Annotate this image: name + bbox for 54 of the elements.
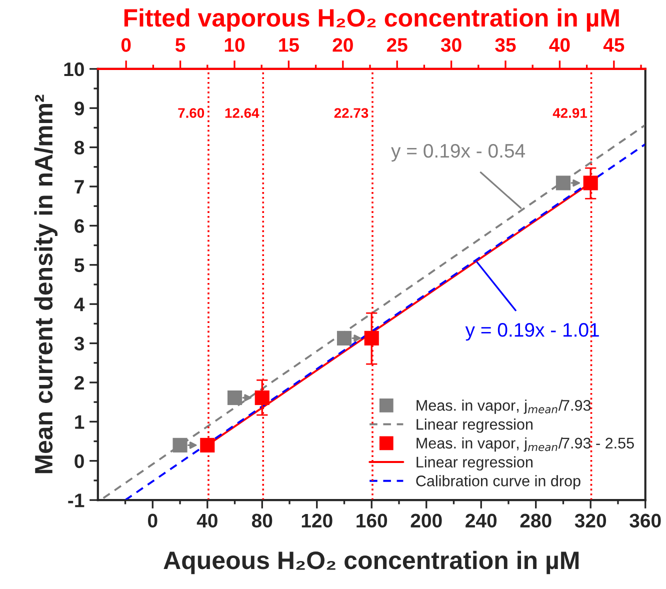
point [200, 438, 215, 452]
point [227, 390, 242, 406]
legend-label: Calibration curve in drop [416, 475, 580, 490]
ref-line-label: 12.64 [225, 108, 260, 118]
x2-tick-label: 0 [121, 38, 131, 52]
x-tick-label: 120 [302, 514, 332, 528]
ref-line-label: 7.60 [178, 108, 204, 118]
annotation: y = 0.19x - 0.54 [391, 144, 526, 162]
legend-label: Linear regression [416, 456, 532, 471]
y-tick-label: 0 [74, 454, 84, 468]
y-tick-label: 10 [64, 62, 84, 76]
y-tick-label: 6 [74, 219, 84, 233]
point [336, 330, 352, 346]
x-tick-label: 240 [466, 514, 497, 528]
point [364, 330, 379, 346]
x2-tick-label: 20 [332, 38, 353, 52]
point [556, 176, 571, 190]
x-tick-label: 280 [520, 514, 552, 528]
point [172, 438, 188, 452]
y-tick-label: 2 [74, 376, 84, 390]
x-tick-label: 160 [356, 514, 388, 528]
x-axis-title: Aqueous H₂O₂ concentration in µM [164, 550, 579, 574]
legend-label: Meas. in vapor, j$_{mean}$/7.93 [416, 400, 591, 414]
y-tick-label: 4 [74, 298, 85, 312]
x2-tick-label: 45 [603, 38, 624, 52]
x2-tick-label: 10 [224, 38, 245, 52]
point [583, 176, 598, 190]
x2-tick-label: 40 [549, 38, 570, 52]
x-tick-label: 320 [574, 514, 606, 528]
x-tick-label: 80 [252, 514, 272, 528]
y-tick-label: 8 [74, 140, 84, 155]
x-tick-label: 360 [630, 514, 661, 528]
point [254, 390, 270, 406]
y-tick-label: 7 [74, 180, 84, 194]
y-axis-title: Mean current density in nA/mm² [34, 94, 58, 474]
y-tick-label: -1 [68, 494, 84, 508]
x2-tick-label: 30 [440, 38, 462, 52]
y-tick-label: 3 [74, 336, 84, 351]
x2-tick-label: 35 [495, 38, 516, 52]
x2-tick-label: 5 [175, 38, 186, 52]
y-tick-label: 5 [74, 258, 84, 272]
y-tick-label: 1 [75, 415, 84, 429]
legend-label: Meas. in vapor, j$_{mean}$/7.93 - 2.55 [416, 437, 634, 452]
ref-line-label: 22.73 [334, 108, 368, 118]
legend-label: Linear regression [416, 418, 532, 433]
annotation: y = 0.19x - 1.01 [465, 323, 599, 341]
x-tick-label: 200 [410, 514, 442, 528]
x2-tick-label: 25 [386, 38, 408, 52]
x2-axis-title: Fitted vaporous H₂O₂ concentration in µM [124, 8, 619, 32]
ref-line-label: 42.91 [552, 108, 588, 118]
x-tick-label: 0 [148, 514, 158, 528]
x-tick-label: 40 [196, 514, 218, 528]
x2-tick-label: 15 [279, 38, 299, 52]
y-tick-label: 9 [74, 102, 84, 116]
